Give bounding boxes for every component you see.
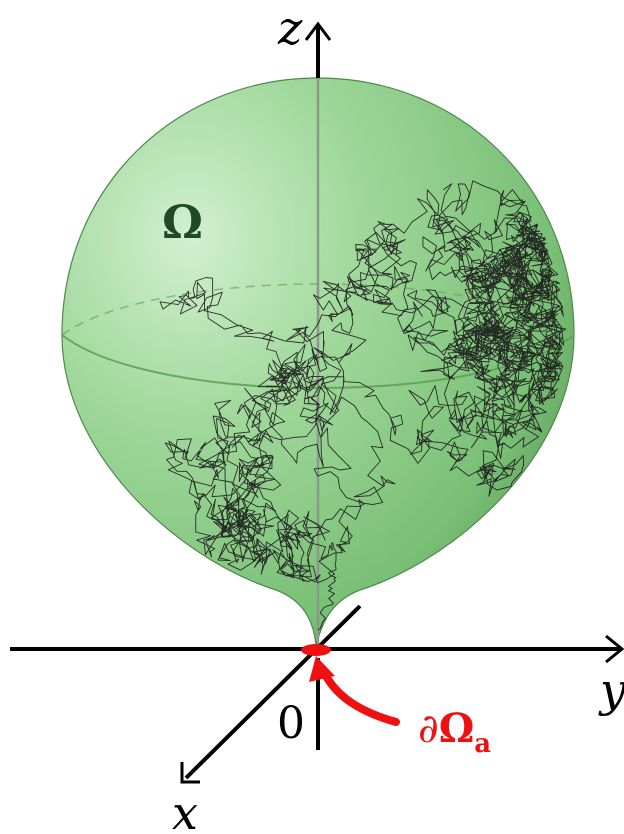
boundary-partial-symbol: ∂ [418, 706, 439, 752]
z-axis-label: z [277, 1, 303, 55]
equator-back [61, 283, 575, 336]
domain-omega [61, 77, 575, 647]
x-axis-label: x [172, 786, 198, 834]
origin-label: 0 [277, 698, 305, 749]
boundary-label: ∂Ωa [418, 705, 491, 759]
curved-arrow-head [309, 656, 335, 682]
x-axis-arrowhead-icon [180, 762, 200, 784]
boundary-subscript: a [474, 729, 491, 759]
y-axis-label: y [598, 663, 624, 717]
z-axis-arrowhead-icon [304, 21, 332, 41]
boundary-patch [301, 644, 331, 656]
x-axis-line [184, 604, 362, 780]
brownian-path [159, 180, 566, 631]
domain-label: Ω [162, 195, 203, 249]
boundary-omega-symbol: Ω [439, 705, 475, 752]
y-axis-arrowhead-icon [605, 634, 624, 664]
